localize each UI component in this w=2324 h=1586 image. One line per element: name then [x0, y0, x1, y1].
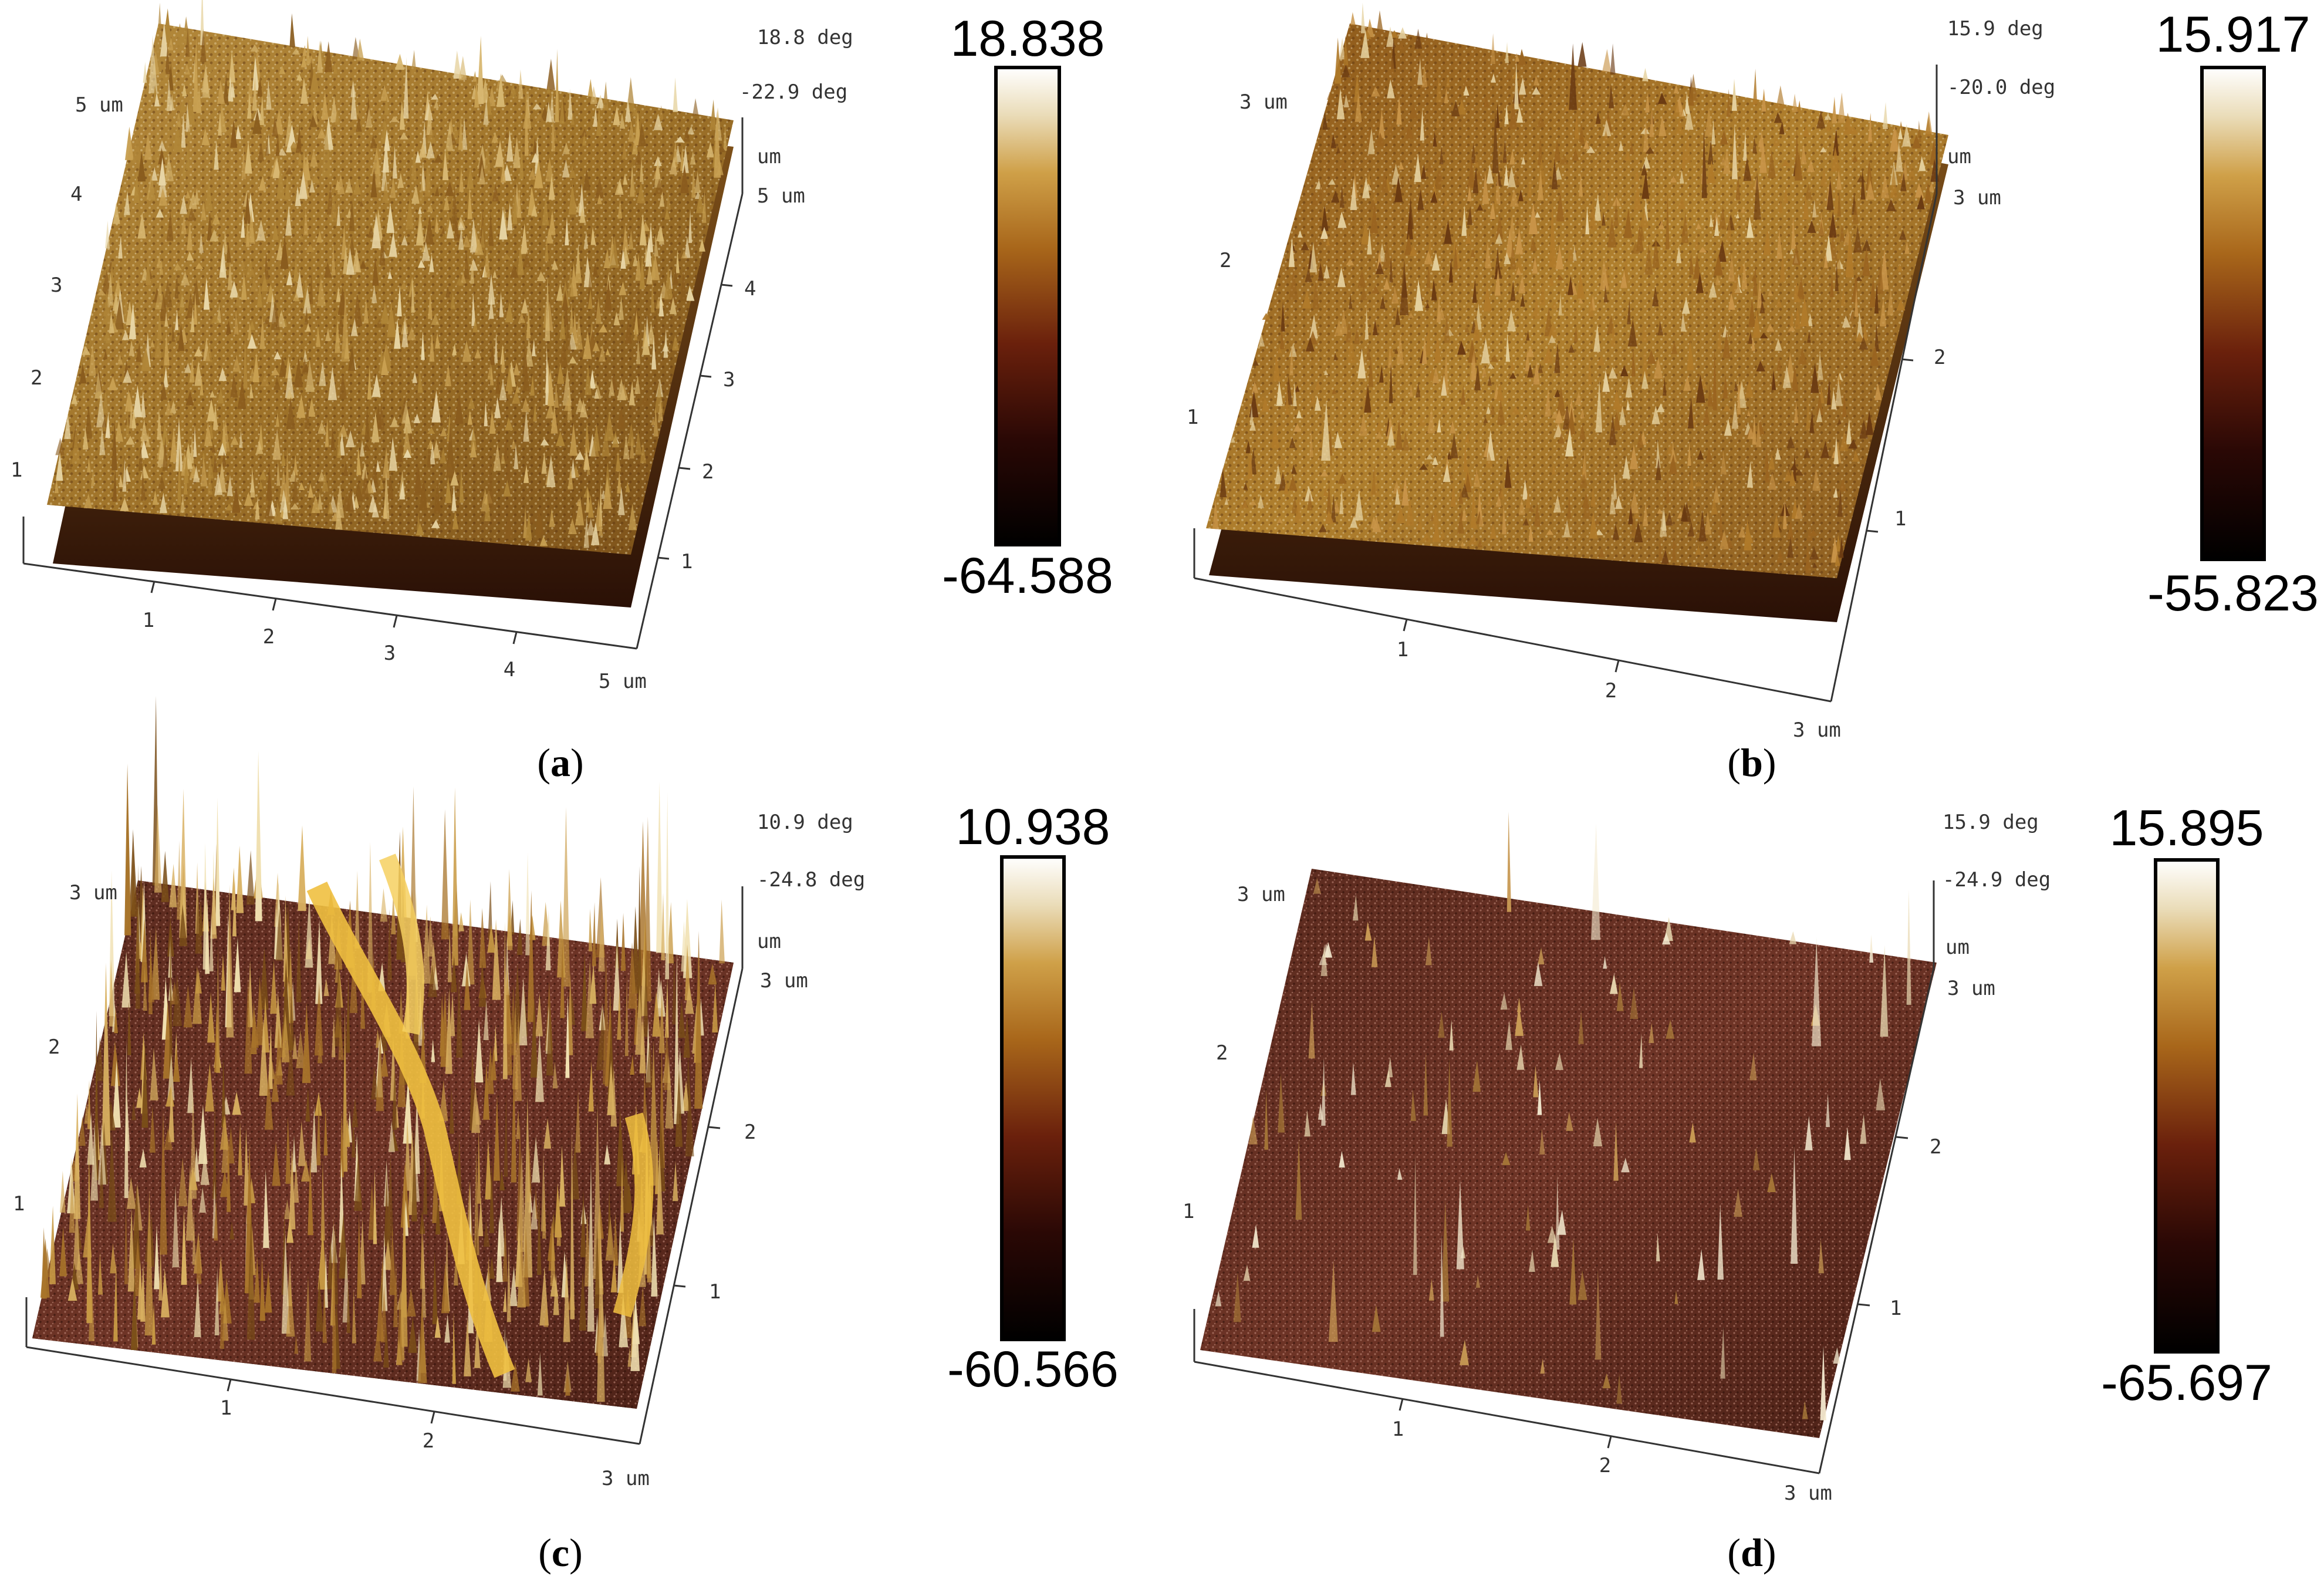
left-tick-a-4: 4 [70, 183, 82, 206]
y-tick-b-2: 2 [1934, 346, 1945, 369]
deg-min-d: -24.9 deg [1943, 868, 2051, 892]
caption-a: (a) [537, 740, 583, 785]
axes-a [22, 117, 744, 650]
deg-min-c: -24.8 deg [757, 868, 865, 892]
x-end-label-c: 3 um [602, 1467, 650, 1490]
z-unit-a: um [757, 145, 781, 168]
colorbar-min-a: -64.588 [942, 548, 1113, 604]
y-end-label-d: 3 um [1947, 977, 1995, 1000]
colorbar-b [2200, 66, 2266, 561]
x-tick-d-1: 1 [1392, 1418, 1404, 1441]
x-tick-d-2: 2 [1599, 1454, 1611, 1477]
panel-c: 1 2 3 um 1 2 3 um um 10.9 deg -24.8 deg … [13, 696, 1119, 1575]
deg-min-a: -22.9 deg [739, 80, 847, 104]
axes-c [25, 886, 744, 1445]
left-tick-b-2: 2 [1220, 249, 1231, 272]
left-tick-c-1: 1 [13, 1192, 25, 1216]
panel-d: 1 2 3 um 1 2 3 um um 15.9 deg -24.9 deg … [1183, 800, 2272, 1575]
left-tick-d-1: 1 [1183, 1200, 1194, 1223]
x-tick-a-3: 3 [384, 642, 396, 665]
y-tick-d-1: 1 [1890, 1297, 1901, 1320]
y-end-label-b: 3 um [1953, 186, 2001, 210]
colorbar-max-b: 15.917 [2156, 6, 2310, 63]
y-tick-d-2: 2 [1930, 1135, 1941, 1159]
y-tick-b-1: 1 [1894, 507, 1906, 531]
caption-d: (d) [1727, 1530, 1776, 1575]
colorbar-a [994, 66, 1061, 546]
y-tick-c-1: 1 [709, 1280, 721, 1304]
x-tick-c-2: 2 [423, 1429, 434, 1453]
left-tick-a-1: 1 [11, 458, 22, 482]
deg-max-c: 10.9 deg [757, 811, 853, 834]
colorbar-min-d: -65.697 [2101, 1355, 2272, 1411]
y-tick-a-1: 1 [681, 550, 693, 573]
y-tick-c-2: 2 [744, 1121, 756, 1144]
y-tick-a-4: 4 [744, 277, 756, 301]
deg-max-a: 18.8 deg [757, 26, 853, 49]
left-tick-a-3: 3 [50, 274, 62, 297]
z-unit-c: um [757, 930, 781, 953]
colorbar-max-d: 15.895 [2109, 800, 2264, 856]
colorbar-c [1000, 855, 1066, 1341]
panel-b: 1 2 3 um 1 2 3 um um 15.9 deg -20.0 deg … [1187, 2, 2319, 785]
deg-max-d: 15.9 deg [1943, 811, 2039, 834]
x-tick-a-4: 4 [504, 658, 515, 681]
x-tick-b-1: 1 [1397, 638, 1408, 662]
left-tick-c-2: 2 [48, 1035, 60, 1059]
x-tick-c-1: 1 [220, 1396, 232, 1420]
x-end-label-a: 5 um [599, 670, 647, 693]
deg-max-b: 15.9 deg [1947, 17, 2043, 41]
colorbar-max-a: 18.838 [950, 11, 1104, 67]
left-top-label-d: 3 um [1237, 883, 1285, 906]
y-end-label-c: 3 um [760, 969, 808, 993]
left-top-label-a: 5 um [75, 93, 123, 117]
caption-c: (c) [538, 1530, 583, 1575]
afm-surface-a [47, 0, 734, 608]
z-unit-b: um [1947, 145, 1971, 168]
y-tick-a-3: 3 [723, 368, 735, 392]
left-tick-b-1: 1 [1187, 406, 1198, 429]
z-unit-d: um [1945, 936, 1970, 959]
deg-min-b: -20.0 deg [1947, 76, 2055, 99]
panel-a: 1 2 3 4 5 um 1 2 3 4 5 um um 18.8 deg -2… [11, 0, 1113, 785]
colorbar-min-b: -55.823 [2147, 565, 2319, 622]
afm-surface-b [1206, 2, 1948, 622]
axes-d [1193, 880, 1935, 1474]
y-tick-a-2: 2 [702, 460, 714, 484]
afm-surface-c [32, 696, 734, 1409]
y-end-label-a: 5 um [757, 184, 805, 208]
left-top-label-b: 3 um [1239, 90, 1288, 114]
colorbar-max-c: 10.938 [955, 799, 1110, 855]
x-end-label-b: 3 um [1793, 718, 1841, 742]
colorbar-min-c: -60.566 [947, 1341, 1119, 1398]
left-top-label-c: 3 um [69, 881, 117, 905]
x-tick-a-2: 2 [263, 625, 275, 649]
x-tick-a-1: 1 [143, 609, 154, 632]
left-tick-a-2: 2 [31, 366, 42, 390]
afm-surface-d [1200, 811, 1937, 1438]
x-end-label-d: 3 um [1784, 1482, 1832, 1505]
left-tick-d-2: 2 [1216, 1041, 1228, 1065]
x-tick-b-2: 2 [1605, 679, 1617, 703]
colorbar-d [2154, 858, 2220, 1354]
axes-b [1193, 65, 1938, 703]
caption-b: (b) [1727, 740, 1776, 785]
